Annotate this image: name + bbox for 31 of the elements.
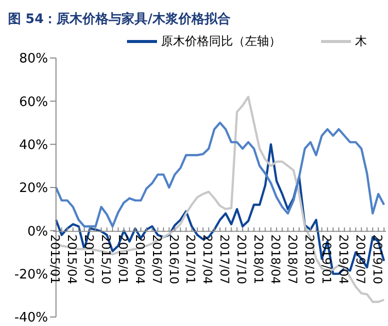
x-tick-label: 2019/04 bbox=[336, 234, 350, 284]
x-tick-label: 2018/04 bbox=[268, 234, 283, 284]
x-tick-label: 2019/10 bbox=[370, 234, 384, 284]
x-tick-label: 2019/07 bbox=[353, 234, 368, 284]
y-tick-label: 40% bbox=[19, 138, 48, 153]
y-tick-label: 20% bbox=[19, 181, 48, 196]
chart-title: 图 54：原木价格与家具/木浆价格拟合 bbox=[8, 10, 232, 29]
y-tick-label: -40% bbox=[14, 310, 48, 326]
y-tick-label: 0% bbox=[27, 224, 48, 240]
y-tick-label: 80% bbox=[19, 52, 48, 67]
x-tick-label: 2015/07 bbox=[82, 234, 96, 284]
x-tick-label: 2019/01 bbox=[319, 234, 334, 284]
x-tick-label: 2016/04 bbox=[132, 234, 147, 284]
x-tick-label: 2017/04 bbox=[200, 234, 215, 284]
x-tick-label: 2016/07 bbox=[150, 234, 164, 284]
x-tick-label: 2016/01 bbox=[116, 234, 130, 284]
legend-label: 原木价格同比（左轴） bbox=[161, 32, 281, 50]
legend-label: 木 bbox=[355, 32, 367, 50]
x-tick-label: 2018/07 bbox=[286, 234, 300, 284]
x-tick-label: 2017/10 bbox=[234, 234, 249, 284]
x-tick-label: 2015/04 bbox=[64, 234, 79, 284]
x-tick-label: 2015/01 bbox=[48, 234, 62, 284]
x-tick-label: 2018/10 bbox=[302, 234, 316, 284]
x-tick-label: 2018/01 bbox=[252, 234, 266, 284]
x-tick-label: 2017/01 bbox=[184, 234, 198, 284]
x-tick-label: 2017/07 bbox=[218, 234, 232, 284]
x-tick-label: 2015/10 bbox=[98, 234, 113, 284]
x-tick-label: 2016/10 bbox=[166, 234, 181, 284]
line-series bbox=[54, 122, 386, 228]
y-tick-label: 60% bbox=[19, 94, 48, 110]
y-tick-label: -20% bbox=[14, 267, 48, 282]
